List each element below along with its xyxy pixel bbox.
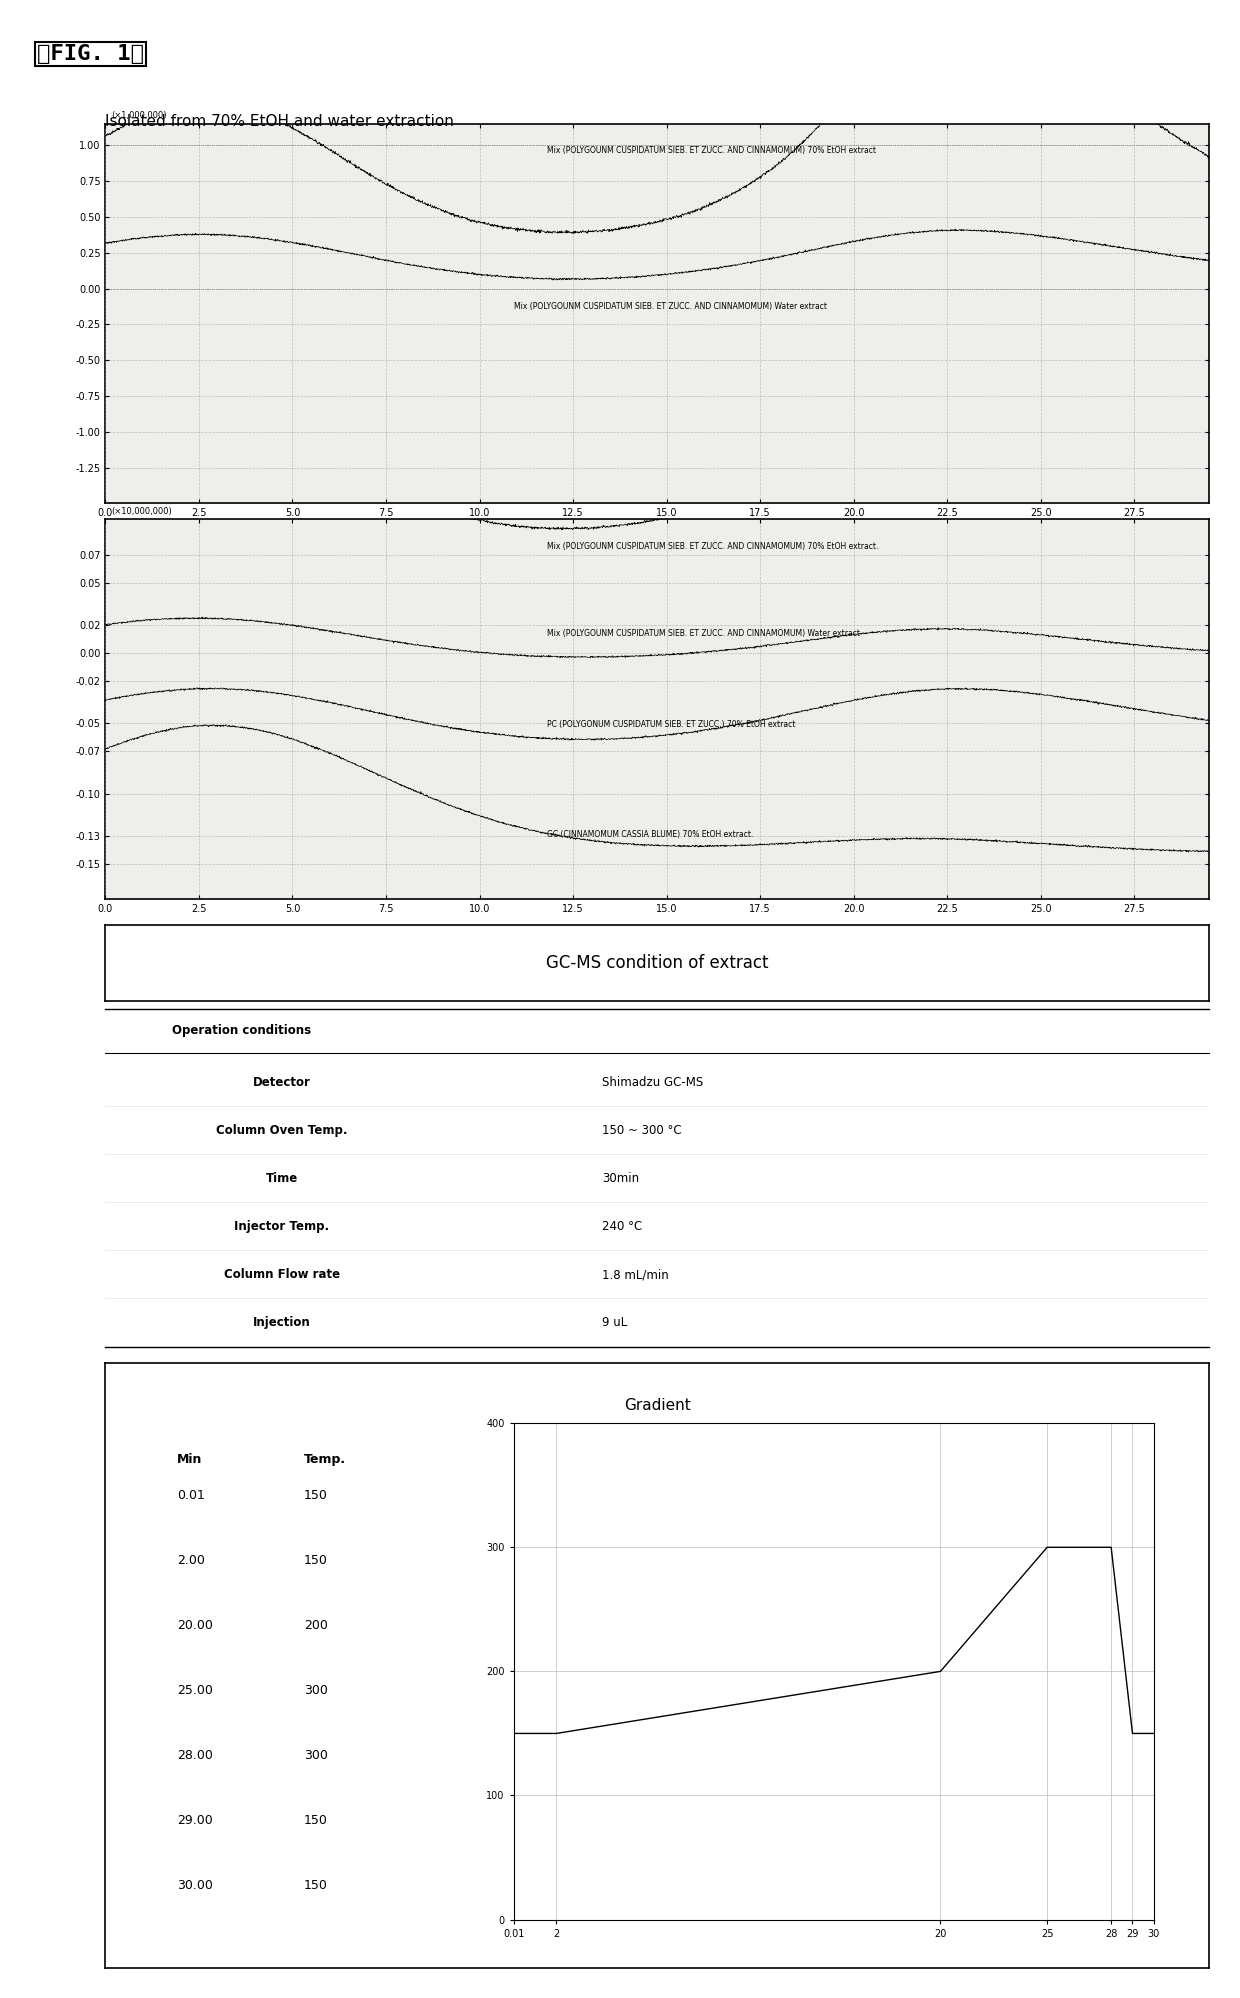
Text: 150: 150 <box>304 1489 327 1502</box>
Text: PC (POLYGONUM CUSPIDATUM SIEB. ET ZUCC.) 70% EtOH extract: PC (POLYGONUM CUSPIDATUM SIEB. ET ZUCC.)… <box>547 719 795 729</box>
Text: 240 °C: 240 °C <box>603 1221 642 1233</box>
Text: 9 uL: 9 uL <box>603 1317 627 1329</box>
Text: 150: 150 <box>304 1878 327 1892</box>
Text: GC (CINNAMOMUM CASSIA BLUME) 70% EtOH extract.: GC (CINNAMOMUM CASSIA BLUME) 70% EtOH ex… <box>547 829 753 839</box>
Text: (×10,000,000): (×10,000,000) <box>110 507 171 515</box>
Text: 25.00: 25.00 <box>177 1684 213 1696</box>
Text: Column Oven Temp.: Column Oven Temp. <box>216 1125 347 1137</box>
Text: 0.01: 0.01 <box>177 1489 205 1502</box>
Text: Mix (POLYGOUNM CUSPIDATUM SIEB. ET ZUCC. AND CINNAMOMUM) Water extract: Mix (POLYGOUNM CUSPIDATUM SIEB. ET ZUCC.… <box>513 302 827 310</box>
Text: 300: 300 <box>304 1748 327 1762</box>
Text: 』FIG. 1』: 』FIG. 1』 <box>37 44 144 64</box>
Text: Gradient: Gradient <box>624 1397 691 1413</box>
Text: Temp.: Temp. <box>304 1453 346 1467</box>
Text: Mix (POLYGOUNM CUSPIDATUM SIEB. ET ZUCC. AND CINNAMOMUM) 70% EtOH extract: Mix (POLYGOUNM CUSPIDATUM SIEB. ET ZUCC.… <box>547 146 875 156</box>
Text: 150: 150 <box>304 1814 327 1826</box>
Text: 200: 200 <box>304 1618 327 1632</box>
Text: (×1,000,000): (×1,000,000) <box>110 112 166 120</box>
Text: GC-MS condition of extract: GC-MS condition of extract <box>546 953 769 973</box>
Text: 150 ~ 300 °C: 150 ~ 300 °C <box>603 1125 682 1137</box>
Text: 1.8 mL/min: 1.8 mL/min <box>603 1269 668 1281</box>
Text: Min: Min <box>177 1453 202 1467</box>
Text: Injector Temp.: Injector Temp. <box>234 1221 330 1233</box>
Text: Mix (POLYGOUNM CUSPIDATUM SIEB. ET ZUCC. AND CINNAMOMUM) Water extract: Mix (POLYGOUNM CUSPIDATUM SIEB. ET ZUCC.… <box>547 629 859 637</box>
Text: Operation conditions: Operation conditions <box>171 1025 311 1037</box>
Text: Column Flow rate: Column Flow rate <box>224 1269 340 1281</box>
Text: Shimadzu GC-MS: Shimadzu GC-MS <box>603 1077 703 1089</box>
Text: 20.00: 20.00 <box>177 1618 213 1632</box>
Text: 30.00: 30.00 <box>177 1878 213 1892</box>
Text: 300: 300 <box>304 1684 327 1696</box>
Text: Injection: Injection <box>253 1317 311 1329</box>
Text: 29.00: 29.00 <box>177 1814 213 1826</box>
Text: 28.00: 28.00 <box>177 1748 213 1762</box>
Text: Isolated from 70% EtOH and water extraction: Isolated from 70% EtOH and water extract… <box>105 114 454 130</box>
Text: 2.00: 2.00 <box>177 1554 205 1566</box>
Text: 150: 150 <box>304 1554 327 1566</box>
Text: Detector: Detector <box>253 1077 311 1089</box>
Text: Time: Time <box>265 1173 298 1185</box>
Text: 30min: 30min <box>603 1173 639 1185</box>
Text: Mix (POLYGOUNM CUSPIDATUM SIEB. ET ZUCC. AND CINNAMOMUM) 70% EtOH extract.: Mix (POLYGOUNM CUSPIDATUM SIEB. ET ZUCC.… <box>547 541 878 551</box>
